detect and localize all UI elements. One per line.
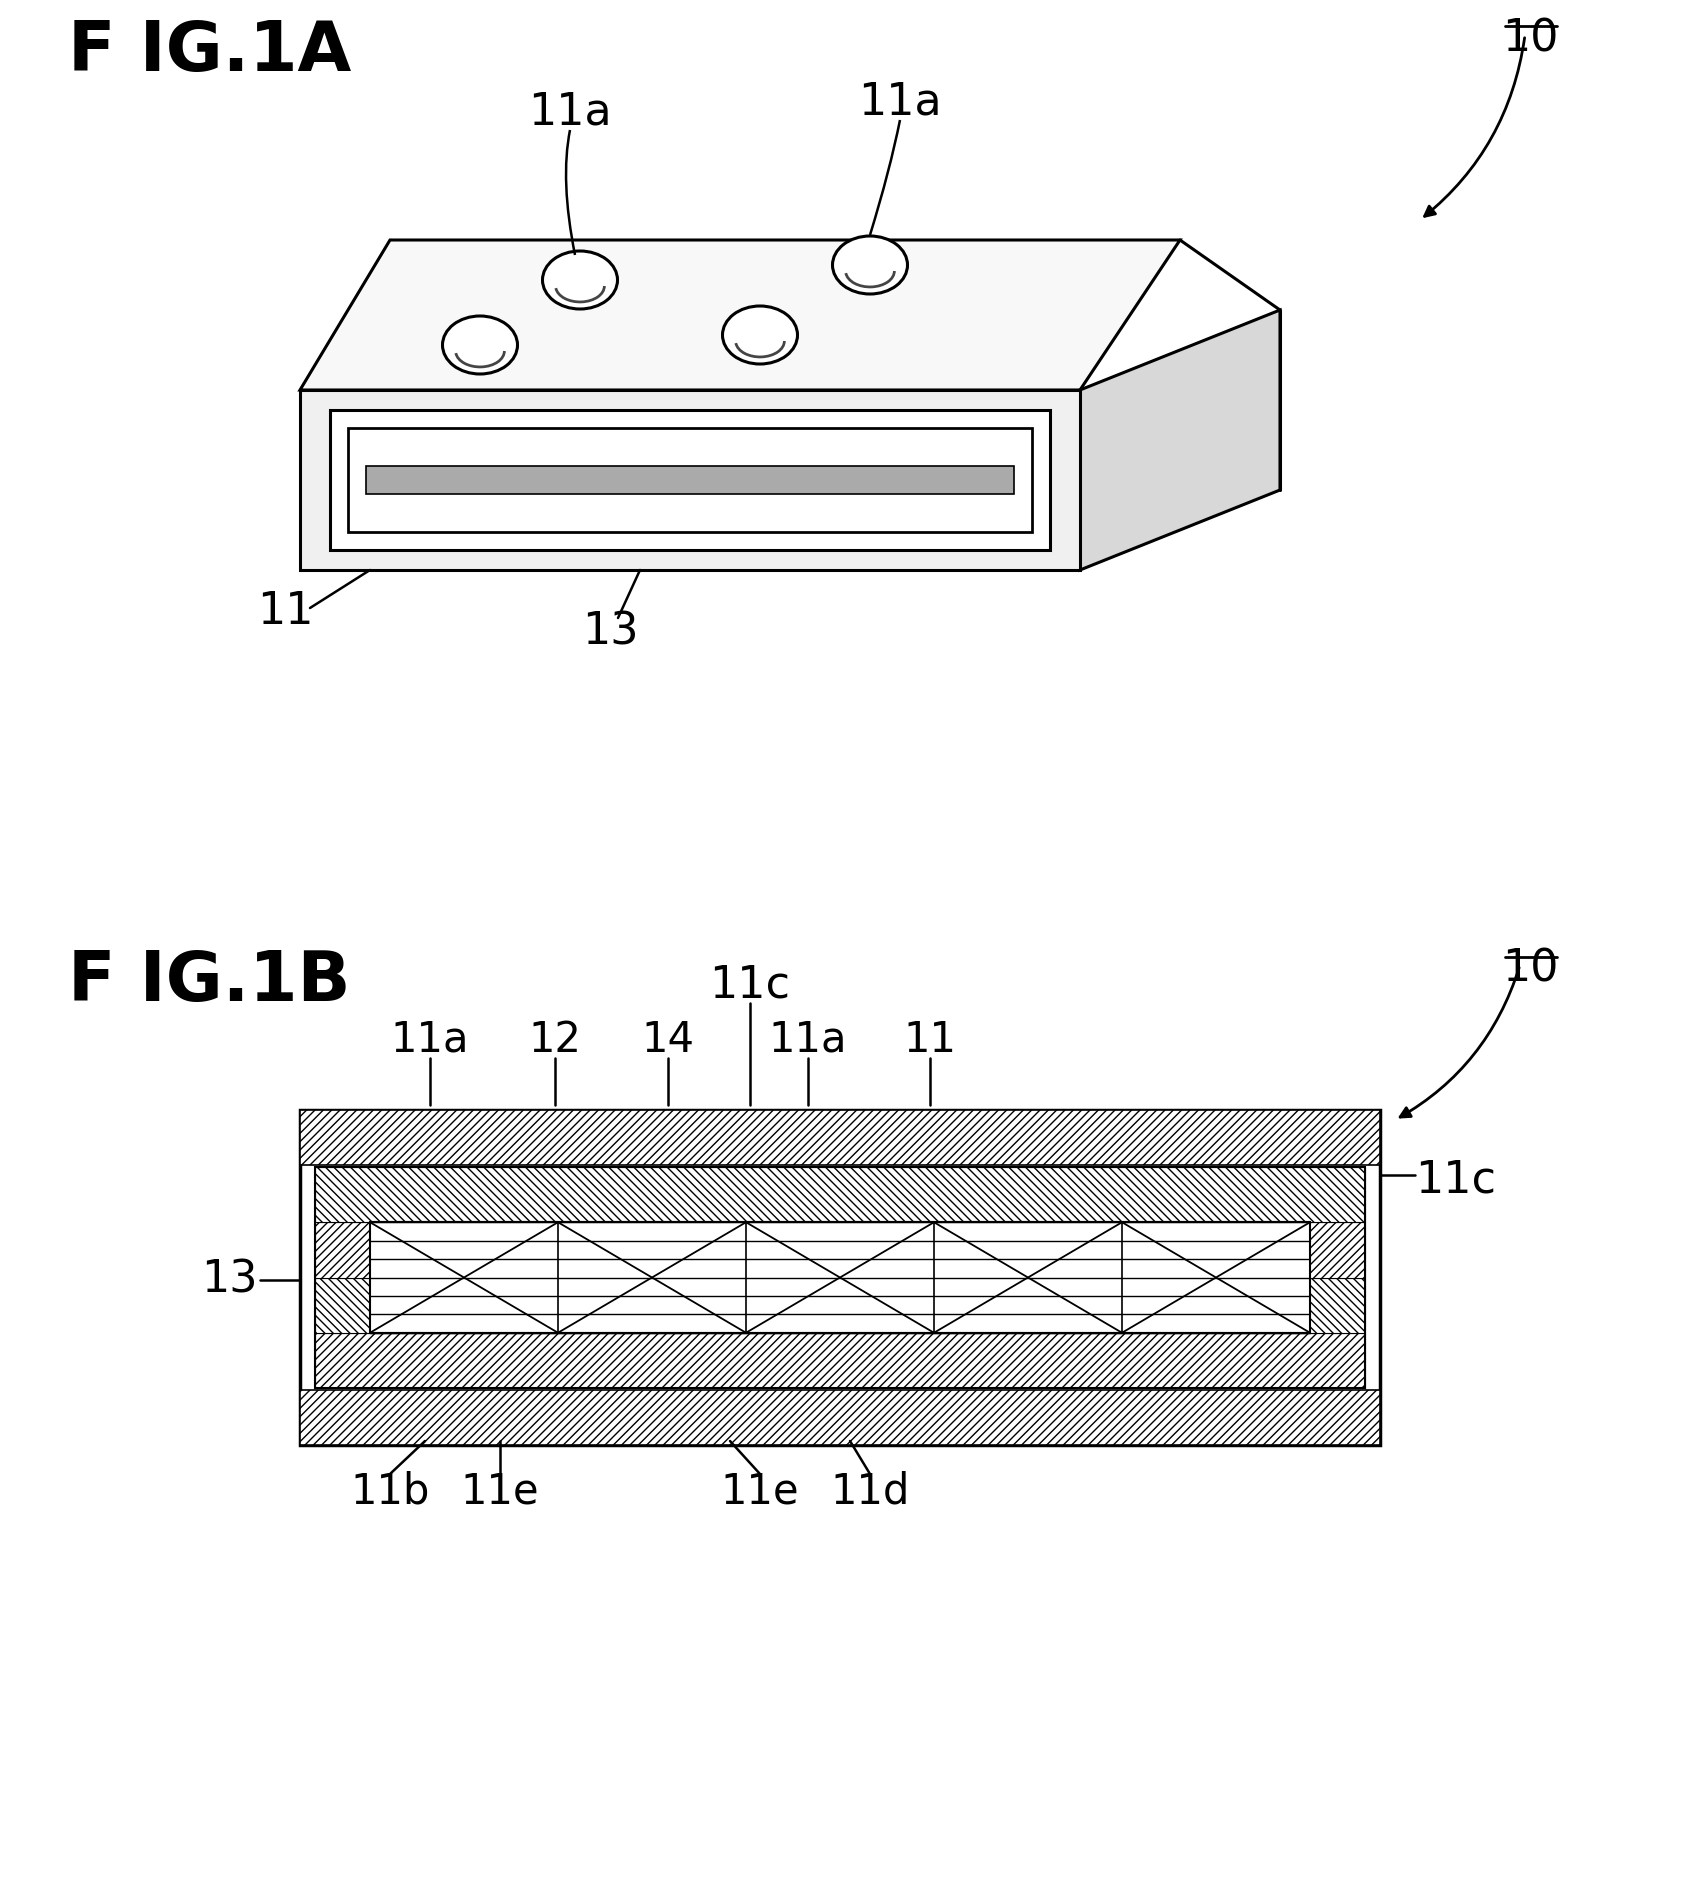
Bar [301,1109,1379,1166]
Ellipse shape [722,306,796,365]
Text: 11d: 11d [830,1470,908,1513]
Text: 13: 13 [202,1258,258,1301]
Text: 11c: 11c [1414,1158,1496,1201]
Ellipse shape [542,252,616,308]
Bar [301,1109,1379,1446]
Bar [314,1167,1363,1387]
Bar [314,1278,1363,1333]
Text: 11a: 11a [528,90,611,133]
Text: F IG.1B: F IG.1B [68,948,350,1015]
Bar [348,429,1031,532]
Bar [329,410,1049,551]
Text: 13: 13 [581,611,638,654]
Text: 11b: 11b [350,1470,430,1513]
Text: 10: 10 [1501,948,1557,991]
Text: 14: 14 [642,1019,694,1060]
Bar [370,1222,1309,1333]
Text: 11: 11 [256,590,312,634]
Text: 11e: 11e [720,1470,798,1513]
Text: 11: 11 [903,1019,956,1060]
Bar [314,1167,1363,1222]
Text: 12: 12 [528,1019,581,1060]
Text: 11e: 11e [460,1470,538,1513]
Text: 11a: 11a [767,1019,847,1060]
Bar [365,466,1014,494]
Ellipse shape [441,316,518,374]
Ellipse shape [832,237,907,293]
Text: F IG.1A: F IG.1A [68,19,351,85]
Polygon shape [301,241,1180,389]
Text: 10: 10 [1501,19,1557,60]
Polygon shape [301,389,1080,570]
Text: 11a: 11a [391,1019,469,1060]
Text: 11c: 11c [710,963,790,1006]
Bar [301,1389,1379,1446]
Bar [314,1333,1363,1387]
Polygon shape [1080,310,1279,570]
Bar [314,1222,1363,1278]
Text: 11a: 11a [857,81,941,124]
